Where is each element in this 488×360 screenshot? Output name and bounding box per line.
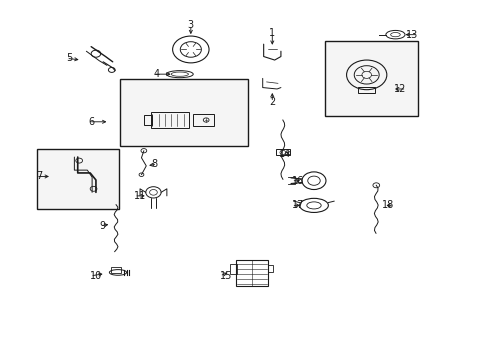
Text: 9: 9 (100, 221, 106, 231)
Text: 13: 13 (405, 30, 417, 40)
Text: 17: 17 (291, 201, 303, 210)
Text: 1: 1 (269, 27, 275, 37)
Text: 3: 3 (187, 20, 194, 30)
Bar (275, 149, 289, 155)
Bar (357, 87, 375, 93)
Bar (267, 265, 273, 273)
Bar (151, 112, 189, 128)
Bar (192, 114, 214, 126)
Text: 11: 11 (134, 191, 146, 201)
Text: 14: 14 (279, 149, 291, 158)
Text: 5: 5 (66, 53, 72, 63)
Bar (38, 149, 119, 209)
Bar (143, 115, 152, 125)
Text: 6: 6 (89, 117, 95, 127)
Text: 12: 12 (393, 84, 406, 94)
Bar (230, 264, 237, 274)
Bar (120, 80, 248, 147)
Text: 10: 10 (90, 271, 102, 281)
Text: 18: 18 (381, 201, 393, 210)
Text: 4: 4 (153, 69, 159, 79)
Bar (111, 267, 121, 273)
Bar (235, 260, 268, 286)
Text: 16: 16 (291, 176, 303, 186)
Text: 8: 8 (151, 159, 157, 169)
Bar (325, 41, 417, 116)
Text: 7: 7 (36, 171, 42, 181)
Text: 15: 15 (219, 271, 231, 281)
Text: 2: 2 (268, 98, 275, 107)
